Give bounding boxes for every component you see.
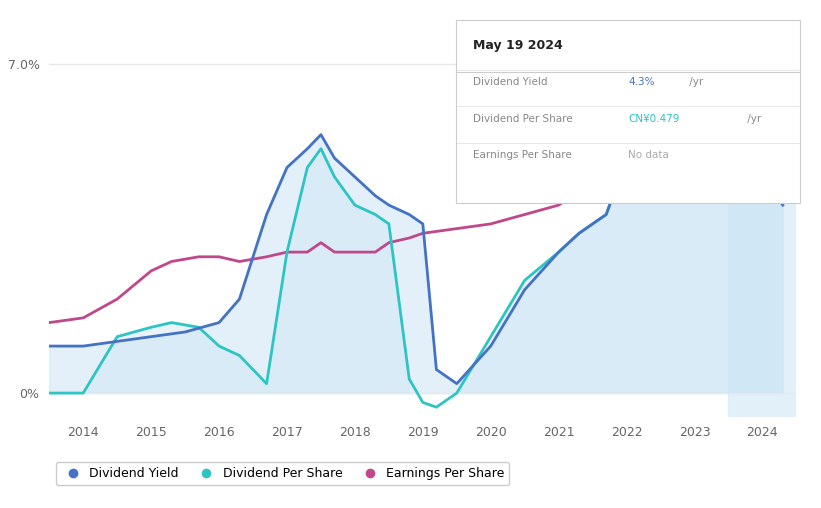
Bar [728, 41, 796, 417]
Text: 4.3%: 4.3% [628, 77, 654, 87]
Text: No data: No data [628, 150, 669, 160]
Text: Past: Past [732, 53, 755, 63]
Text: May 19 2024: May 19 2024 [473, 39, 562, 52]
Text: Earnings Per Share: Earnings Per Share [473, 150, 571, 160]
Text: Dividend Per Share: Dividend Per Share [473, 114, 572, 123]
Text: /yr: /yr [686, 77, 704, 87]
Text: /yr: /yr [744, 114, 761, 123]
Text: Dividend Yield: Dividend Yield [473, 77, 548, 87]
Legend: Dividend Yield, Dividend Per Share, Earnings Per Share: Dividend Yield, Dividend Per Share, Earn… [56, 462, 509, 486]
Text: CN¥0.479: CN¥0.479 [628, 114, 680, 123]
